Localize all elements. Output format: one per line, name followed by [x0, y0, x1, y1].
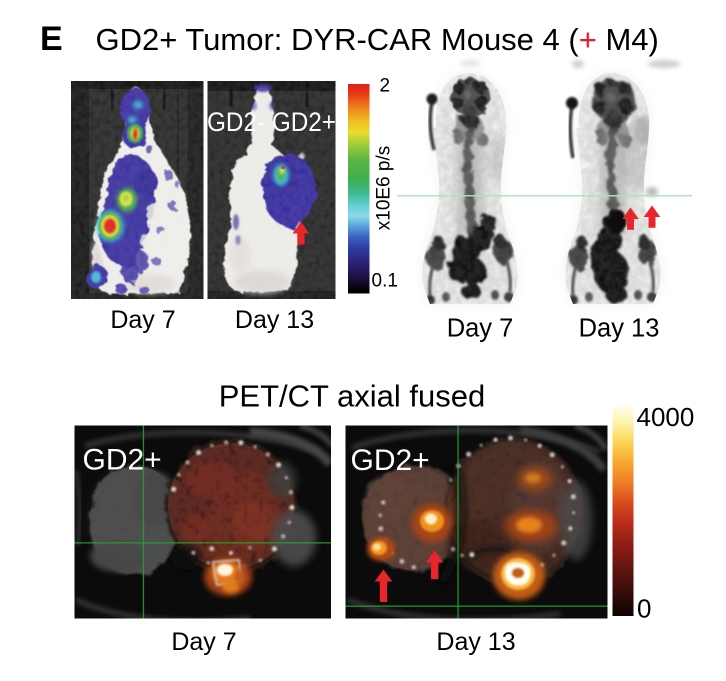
svg-text:E: E: [40, 20, 63, 58]
svg-text:Day 13: Day 13: [235, 306, 314, 334]
svg-text:0.1: 0.1: [372, 271, 398, 292]
svg-text:2: 2: [380, 76, 391, 97]
svg-text:Day 13: Day 13: [579, 314, 660, 342]
svg-text:Day 13: Day 13: [436, 628, 515, 656]
svg-text:Day 7: Day 7: [110, 306, 175, 334]
svg-text:0: 0: [637, 594, 651, 624]
svg-text:GD2+ Tumor: DYR-CAR Mouse 4 (+: GD2+ Tumor: DYR-CAR Mouse 4 (+ M4): [96, 22, 659, 57]
svg-text:GD2+: GD2+: [351, 444, 430, 477]
svg-text:x10E6 p/s: x10E6 p/s: [374, 146, 395, 231]
svg-text:4000: 4000: [637, 402, 695, 432]
svg-text:Day 7: Day 7: [447, 314, 514, 342]
svg-text:Day 7: Day 7: [171, 628, 236, 656]
svg-text:PET/CT axial fused: PET/CT axial fused: [219, 379, 485, 414]
svg-text:GD2+: GD2+: [83, 443, 162, 476]
